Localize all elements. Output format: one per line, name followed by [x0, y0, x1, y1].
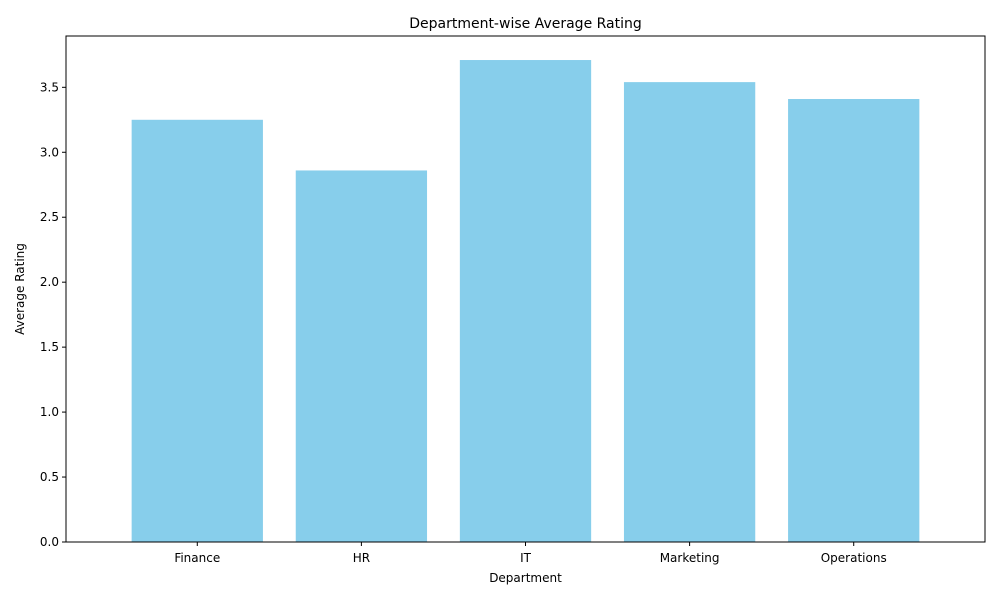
- y-axis: 0.0 0.5 1.0 1.5 2.0 2.5 3.0 3.5: [40, 80, 66, 549]
- y-tick-label: 3.5: [40, 80, 59, 94]
- y-tick-label: 1.5: [40, 340, 59, 354]
- y-tick-label: 0.0: [40, 535, 59, 549]
- bars-group: [131, 60, 920, 543]
- bar-it: [459, 60, 592, 542]
- x-tick-label-finance: Finance: [174, 551, 220, 565]
- x-axis-label: Department: [489, 571, 562, 585]
- x-tick-label-it: IT: [520, 551, 532, 565]
- bar-finance: [131, 119, 263, 542]
- x-axis: Finance HR IT Marketing Operations: [174, 542, 887, 565]
- y-tick-label: 1.0: [40, 405, 59, 419]
- x-tick-label-marketing: Marketing: [660, 551, 720, 565]
- bar-marketing: [623, 82, 756, 543]
- bar-hr: [295, 170, 428, 542]
- y-axis-label: Average Rating: [13, 243, 27, 335]
- y-tick-label: 3.0: [40, 145, 59, 159]
- bar-operations: [788, 99, 920, 542]
- y-tick-label: 2.0: [40, 275, 59, 289]
- x-tick-label-operations: Operations: [821, 551, 887, 565]
- y-tick-label: 2.5: [40, 210, 59, 224]
- y-tick-label: 0.5: [40, 470, 59, 484]
- chart-title: Department-wise Average Rating: [409, 16, 642, 32]
- x-tick-label-hr: HR: [353, 551, 370, 565]
- plot-frame: [65, 35, 986, 543]
